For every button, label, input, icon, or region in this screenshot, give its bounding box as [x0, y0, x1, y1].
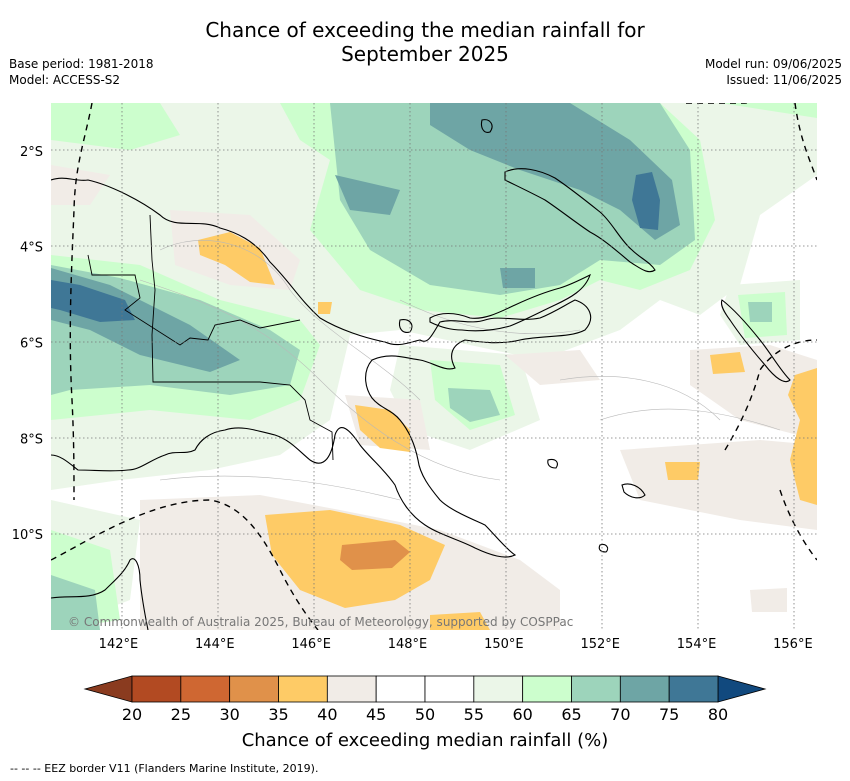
longitude-label: 154°E: [677, 637, 717, 652]
fill-band-35-40: [665, 462, 700, 480]
fill-band-40-45: [505, 350, 600, 385]
colorbar-tick-label: 80: [708, 705, 728, 724]
colorbar-tick-label: 30: [219, 705, 239, 724]
latitude-label: 8°S: [20, 432, 43, 447]
colorbar-segment: [473, 675, 524, 703]
colorbar-tick-label: 40: [317, 705, 337, 724]
eez-borders: [51, 103, 817, 630]
fill-band-70-75: [430, 103, 680, 240]
latitude-label: 10°S: [12, 528, 43, 543]
colorbar-segment: [668, 675, 719, 703]
manus-island: [480, 119, 493, 133]
latitude-labels: 2°S 4°S 6°S 8°S 10°S: [12, 145, 43, 543]
colorbar-ticks: 20 25 30 35 40 45 50 55 60 65 70 75 80: [122, 705, 728, 724]
longitude-label: 148°E: [388, 637, 428, 652]
colorbar-segment: [180, 675, 231, 703]
islands-se: [621, 483, 646, 499]
australia-coast: [51, 558, 149, 630]
issued-label: Issued: 11/06/2025: [726, 73, 842, 87]
fill-band-35-40: [318, 302, 332, 314]
colorbar-under-arrow: [83, 675, 133, 703]
title-line-2: September 2025: [341, 42, 509, 66]
colorbar-segment: [229, 675, 279, 703]
fill-band-75-80: [51, 280, 135, 322]
coastlines: [51, 119, 791, 630]
fill-band-65-70: [448, 388, 500, 422]
longitude-label: 144°E: [195, 637, 235, 652]
colorbar-tick-label: 70: [610, 705, 630, 724]
model-run-label: Model run: 09/06/2025: [704, 57, 842, 71]
colorbar-tick-label: 45: [366, 705, 386, 724]
bougainville-coast: [720, 299, 791, 383]
eez-legend-note: -- -- -- EEZ border V11 (Flanders Marine…: [10, 762, 319, 775]
latitude-label: 4°S: [20, 241, 43, 256]
colorbar-tick-label: 25: [171, 705, 191, 724]
fill-band-35-40: [198, 232, 275, 285]
fill-band-40-45: [750, 588, 787, 612]
fill-band-30-35: [340, 540, 410, 570]
fill-band-65-70: [748, 302, 772, 322]
colorbar-tick-label: 20: [122, 705, 142, 724]
colorbar-tick-label: 35: [268, 705, 288, 724]
map-frame: © Commonwealth of Australia 2025, Bureau…: [51, 103, 817, 630]
new-britain-coast: [504, 168, 656, 273]
meta-left: Base period: 1981-2018 Model: ACCESS-S2: [9, 56, 154, 88]
islands-se: [547, 458, 558, 469]
fill-band-65-70: [51, 575, 100, 630]
colorbar-segment: [619, 675, 670, 703]
islands-se: [598, 544, 609, 553]
longitude-label: 142°E: [99, 637, 139, 652]
longitude-label: 156°E: [773, 637, 813, 652]
fill-band-70-75: [335, 175, 400, 215]
model-label: Model: ACCESS-S2: [9, 73, 121, 87]
longitude-label: 150°E: [484, 637, 524, 652]
copyright-notice: © Commonwealth of Australia 2025, Bureau…: [68, 615, 573, 629]
contour-lines: [139, 240, 781, 501]
colorbar-segment: [278, 675, 328, 703]
new-guinea-coast: [51, 177, 592, 558]
colorbar-segment: [375, 675, 426, 703]
fill-band-75-80: [632, 172, 660, 230]
colorbar-tick-label: 65: [561, 705, 581, 724]
longitude-labels: 142°E 144°E 146°E 148°E 150°E 152°E 154°E 156°E: [99, 637, 813, 652]
fill-band-70-75: [500, 268, 535, 288]
longitude-label: 146°E: [291, 637, 331, 652]
longitude-label: 152°E: [580, 637, 620, 652]
base-period-label: Base period: 1981-2018: [9, 57, 154, 71]
colorbar-segment: [571, 675, 621, 703]
colorbar-over-arrow: [717, 675, 767, 703]
colorbar-tick-label: 60: [512, 705, 532, 724]
fill-band-40-45: [51, 165, 110, 205]
latitude-label: 2°S: [20, 145, 43, 160]
map-title: Chance of exceeding the median rainfall …: [0, 18, 850, 66]
title-line-1: Chance of exceeding the median rainfall …: [205, 18, 645, 42]
colorbar: [83, 675, 767, 703]
fill-band-35-40: [788, 368, 817, 505]
probability-fills: [51, 103, 817, 630]
colorbar-segment: [424, 675, 475, 703]
colorbar-segment: [522, 675, 572, 703]
new-ireland-coast: [429, 273, 591, 332]
latitude-label: 6°S: [20, 337, 43, 352]
colorbar-segment: [131, 675, 182, 703]
colorbar-tick-label: 50: [415, 705, 435, 724]
colorbar-title: Chance of exceeding median rainfall (%): [241, 730, 609, 751]
meta-right: Model run: 09/06/2025 Issued: 11/06/2025: [705, 56, 842, 88]
fill-band-35-40: [710, 352, 745, 374]
fill-band-35-40: [430, 612, 490, 630]
political-borders: [87, 214, 334, 461]
colorbar-tick-label: 55: [464, 705, 484, 724]
colorbar-tick-label: 75: [659, 705, 679, 724]
colorbar-segment: [326, 675, 377, 703]
fill-band-60-65: [51, 103, 180, 150]
